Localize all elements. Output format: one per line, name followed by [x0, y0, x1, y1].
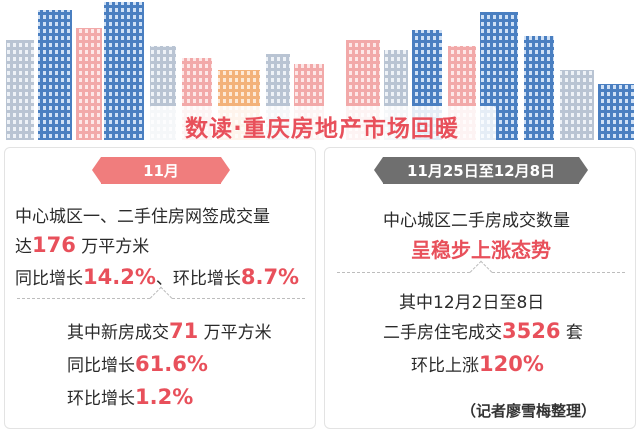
mom-value: 8.7% [240, 265, 300, 289]
second-hand-summary-card: 11月25日至12月8日 中心城区二手房成交数量 呈稳步上涨态势 其中12月2日… [324, 147, 636, 429]
november-summary-card: 11月 中心城区一、二手住房网签成交量 达176 万平方米 同比增长14.2%、… [4, 147, 316, 429]
mom-label: 、环比增长 [155, 269, 241, 289]
deal-volume-line: 达176 万平方米 [15, 232, 149, 257]
second-hand-volume-text: 中心城区二手房成交数量 [383, 211, 570, 231]
date-range-tag: 11月25日至12月8日 [374, 157, 588, 184]
second-hand-deal-unit: 套 [565, 323, 583, 343]
yoy-label: 同比增长 [15, 269, 83, 289]
page-title: 数读·重庆房地产市场回暖 [148, 106, 496, 146]
second-hand-mom-line: 环比上涨120% [411, 351, 544, 376]
new-home-yoy-line: 同比增长61.6% [67, 351, 208, 376]
new-home-prefix: 其中新房成交 [67, 323, 169, 343]
yoy-value: 14.2% [83, 265, 156, 289]
divider-notch [149, 286, 173, 310]
new-home-mom-line: 环比增长1.2% [67, 384, 193, 409]
second-hand-deal-line: 二手房住宅成交3526 套 [383, 318, 583, 343]
period-line: 其中12月2日至8日 [399, 293, 545, 313]
month-tag: 11月 [92, 157, 230, 184]
second-hand-deal-prefix: 二手房住宅成交 [383, 323, 502, 343]
new-home-mom-label: 环比增长 [67, 389, 135, 409]
deal-volume-unit: 万平方米 [81, 237, 150, 257]
new-home-deal-line: 其中新房成交71 万平方米 [67, 318, 272, 343]
divider-notch [469, 260, 493, 284]
deal-volume-value: 176 [32, 233, 76, 257]
deal-volume-prefix: 达 [15, 237, 32, 257]
new-home-yoy-label: 同比增长 [67, 356, 135, 376]
new-home-unit: 万平方米 [203, 323, 272, 343]
second-hand-mom-value: 120% [479, 352, 544, 376]
trend-headline: 呈稳步上涨态势 [411, 238, 551, 262]
new-home-mom-value: 1.2% [135, 385, 194, 409]
second-hand-mom-label: 环比上涨 [411, 356, 479, 376]
growth-rate-line: 同比增长14.2%、环比增长8.7% [15, 264, 299, 289]
new-home-value: 71 [169, 319, 199, 343]
reporter-credit: （记者廖雪梅整理） [461, 402, 597, 420]
second-hand-deal-value: 3526 [502, 319, 561, 343]
city-deal-volume-text: 中心城区一、二手住房网签成交量 [15, 207, 270, 227]
new-home-yoy-value: 61.6% [135, 352, 208, 376]
